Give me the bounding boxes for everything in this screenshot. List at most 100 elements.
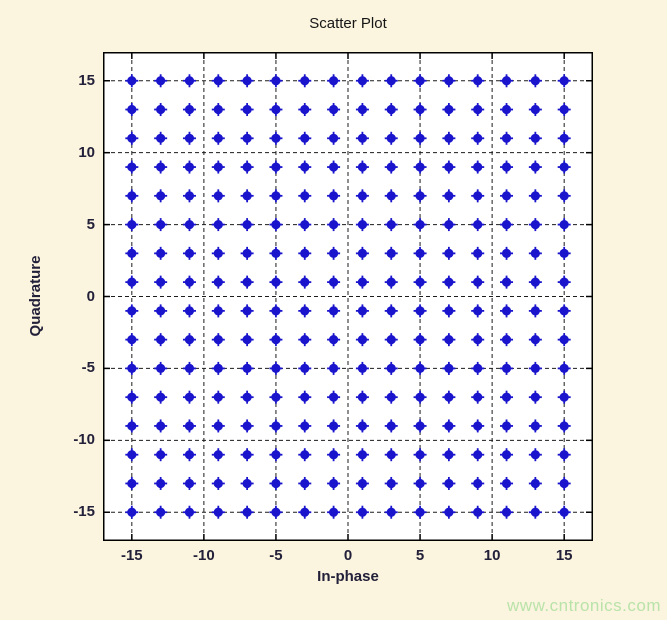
data-point-marker — [271, 478, 281, 489]
data-point-marker — [444, 76, 454, 86]
data-point-marker — [444, 277, 454, 287]
data-point-marker — [271, 363, 281, 374]
data-point-marker — [501, 277, 512, 287]
data-point-marker — [213, 191, 223, 201]
data-point-marker — [444, 450, 454, 460]
data-point-marker — [242, 306, 252, 316]
data-point-marker — [184, 104, 195, 115]
data-point-marker — [386, 162, 396, 172]
data-point-marker — [386, 507, 396, 517]
data-point-marker — [530, 450, 540, 460]
data-point-marker — [213, 421, 223, 431]
data-point-marker — [415, 162, 425, 172]
data-point-marker — [127, 162, 137, 172]
data-point-marker — [473, 219, 483, 230]
data-point-marker — [328, 191, 339, 201]
data-point-marker — [444, 507, 454, 517]
data-point-marker — [386, 76, 396, 86]
data-point-marker — [127, 478, 137, 489]
data-point-marker — [328, 162, 339, 172]
data-point-marker — [242, 507, 252, 517]
data-point-marker — [156, 392, 166, 402]
data-point-marker — [242, 104, 252, 115]
data-point-marker — [415, 421, 425, 431]
data-point-marker — [357, 248, 368, 258]
y-tick-label: -5 — [81, 359, 95, 377]
data-point-marker — [242, 248, 252, 258]
data-point-marker — [530, 507, 540, 517]
data-point-marker — [473, 392, 483, 402]
data-point-marker — [328, 219, 339, 230]
data-point-marker — [184, 133, 195, 143]
data-point-marker — [386, 450, 396, 460]
data-point-marker — [156, 248, 166, 258]
data-point-marker — [415, 392, 425, 402]
data-point-marker — [213, 478, 223, 489]
data-point-marker — [473, 133, 483, 143]
data-point-marker — [415, 277, 425, 287]
data-point-marker — [386, 191, 396, 201]
data-point-marker — [357, 306, 368, 316]
data-point-marker — [184, 450, 195, 460]
data-point-marker — [501, 392, 512, 402]
data-point-marker — [300, 363, 310, 374]
data-point-marker — [127, 76, 137, 86]
data-point-marker — [271, 76, 281, 86]
data-point-marker — [357, 363, 368, 374]
data-point-marker — [559, 306, 569, 316]
data-point-marker — [328, 478, 339, 489]
plot-border — [103, 52, 593, 541]
data-point-marker — [328, 392, 339, 402]
data-point-marker — [357, 392, 368, 402]
data-point-marker — [271, 248, 281, 258]
data-point-marker — [386, 478, 396, 489]
y-tick-label: -10 — [73, 431, 95, 449]
data-point-marker — [156, 219, 166, 230]
data-point-marker — [328, 421, 339, 431]
data-point-marker — [300, 248, 310, 258]
data-point-marker — [300, 421, 310, 431]
y-tick-label: 5 — [86, 215, 95, 233]
data-point-marker — [415, 306, 425, 316]
data-point-marker — [156, 277, 166, 287]
data-point-marker — [213, 219, 223, 230]
data-point-marker — [357, 104, 368, 115]
data-point-marker — [473, 162, 483, 172]
data-point-marker — [559, 392, 569, 402]
data-point-marker — [242, 478, 252, 489]
data-point-marker — [559, 421, 569, 431]
data-point-marker — [156, 133, 166, 143]
watermark-text: www.cntronics.com — [507, 596, 661, 615]
data-point-marker — [242, 335, 252, 345]
data-point-marker — [386, 133, 396, 143]
data-point-marker — [156, 335, 166, 345]
data-point-marker — [127, 191, 137, 201]
x-tick-label: 0 — [343, 547, 353, 564]
data-point-marker — [328, 104, 339, 115]
data-point-marker — [300, 392, 310, 402]
data-point-marker — [501, 104, 512, 115]
data-point-marker — [357, 507, 368, 517]
data-point-marker — [271, 162, 281, 172]
data-point-marker — [184, 306, 195, 316]
data-point-marker — [242, 162, 252, 172]
data-point-marker — [328, 335, 339, 345]
data-point-marker — [300, 335, 310, 345]
data-point-marker — [242, 421, 252, 431]
y-axis-label: Quadrature — [27, 255, 44, 337]
data-point-marker — [271, 104, 281, 115]
data-point-marker — [386, 104, 396, 115]
data-point-marker — [156, 104, 166, 115]
data-point-marker — [242, 191, 252, 201]
data-point-marker — [213, 335, 223, 345]
data-point-marker — [156, 478, 166, 489]
data-point-marker — [127, 104, 137, 115]
data-point-marker — [444, 104, 454, 115]
data-point-marker — [530, 277, 540, 287]
data-point-marker — [271, 335, 281, 345]
data-point-marker — [444, 248, 454, 258]
data-point-marker — [415, 133, 425, 143]
data-point-marker — [473, 335, 483, 345]
data-point-marker — [501, 76, 512, 86]
data-point-marker — [501, 306, 512, 316]
